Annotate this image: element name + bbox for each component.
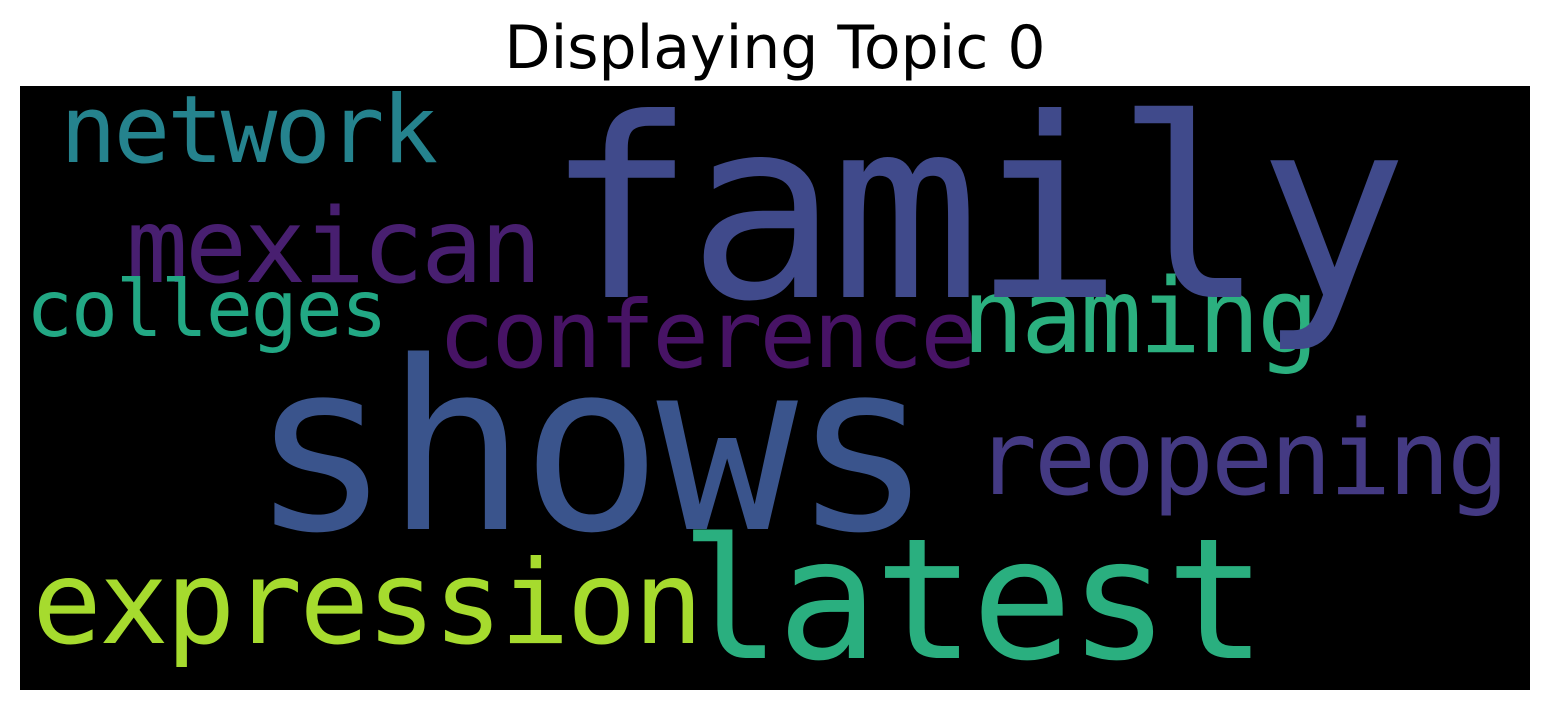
word-expression: expression	[32, 536, 703, 671]
word-network: network	[60, 86, 438, 185]
word-colleges: colleges	[26, 265, 388, 355]
word-mexican: mexican	[126, 187, 542, 307]
word-naming: naming	[962, 257, 1319, 377]
word-cloud: network mexican colleges conference nami…	[20, 86, 1530, 690]
word-conference: conference	[438, 281, 977, 390]
word-shows: shows	[250, 312, 933, 585]
figure-title: Displaying Topic 0	[504, 13, 1046, 83]
word-family: family	[545, 86, 1408, 356]
word-latest: latest	[680, 502, 1267, 690]
word-reopening: reopening	[975, 399, 1509, 519]
